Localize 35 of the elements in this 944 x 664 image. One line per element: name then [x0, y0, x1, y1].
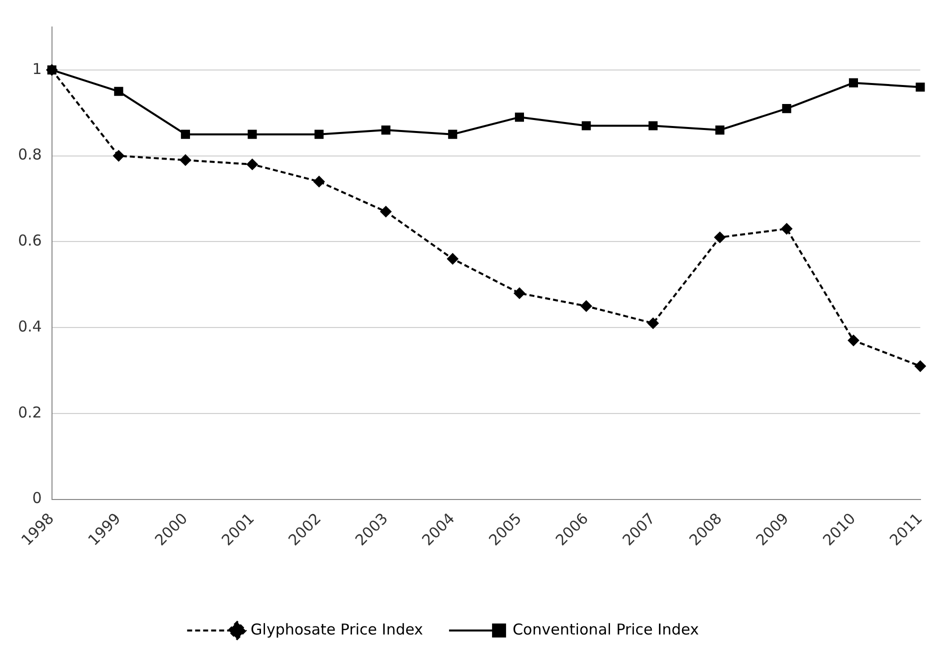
point: [447, 253, 458, 264]
point: [314, 130, 324, 139]
point: [47, 65, 56, 74]
point: [180, 130, 190, 139]
point: [782, 104, 792, 114]
point: [448, 130, 458, 139]
point: [248, 130, 257, 139]
point: [916, 82, 925, 92]
point: [914, 360, 926, 372]
point: [180, 154, 191, 166]
y-tick-label: 0.6: [18, 232, 42, 250]
point: [648, 318, 659, 329]
y-tick-label: 0.8: [18, 146, 42, 164]
point: [848, 78, 858, 88]
point: [514, 112, 524, 122]
point: [714, 232, 726, 243]
point: [514, 288, 525, 299]
y-tick-label: 0.2: [18, 403, 42, 422]
point: [580, 300, 592, 312]
point: [314, 176, 325, 188]
point: [114, 86, 124, 96]
legend-label: Conventional Price Index: [512, 620, 699, 638]
y-tick-label: 0: [32, 489, 42, 508]
point: [648, 121, 658, 130]
legend-label: Glyphosate Price Index: [250, 620, 424, 638]
point: [113, 150, 124, 162]
y-tick-label: 0.4: [18, 317, 42, 336]
point: [848, 334, 859, 346]
point: [381, 126, 390, 135]
point: [781, 223, 792, 234]
point: [582, 121, 591, 130]
point: [715, 126, 724, 135]
point: [380, 206, 392, 218]
y-tick-label: 1: [32, 60, 42, 78]
point: [246, 158, 258, 170]
